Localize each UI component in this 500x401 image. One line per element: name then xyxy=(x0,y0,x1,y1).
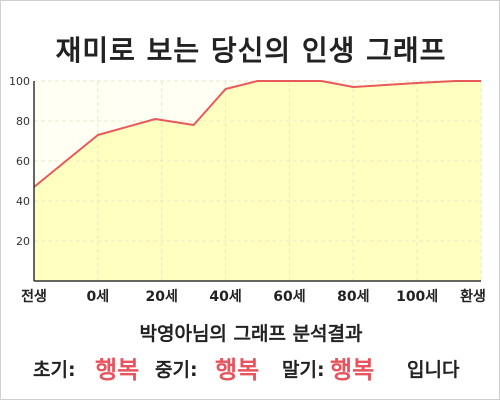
result-subtitle: 박영아님의 그래프 분석결과 xyxy=(139,323,363,345)
middle-value: 행복 xyxy=(215,356,260,384)
x-tick-label: 전생 xyxy=(21,288,47,305)
x-tick-label: 0세 xyxy=(87,289,110,305)
early-label: 초기: xyxy=(33,359,76,381)
y-tick-label: 40 xyxy=(16,195,30,208)
middle-label: 중기: xyxy=(155,359,198,381)
chart-title: 재미로 보는 당신의 인생 그래프 xyxy=(55,34,447,67)
x-tick-label: 80세 xyxy=(337,289,369,305)
series-line xyxy=(33,80,481,188)
x-tick-label: 60세 xyxy=(273,289,305,305)
result-suffix: 입니다 xyxy=(407,359,460,381)
x-tick-label: 40세 xyxy=(209,289,241,305)
late-value: 행복 xyxy=(330,356,375,384)
y-tick-label: 80 xyxy=(16,115,30,128)
y-tick-label: 100 xyxy=(9,75,30,88)
result-summary: 초기: 행복 중기: 행복 말기: 행복 입니다 xyxy=(1,346,500,384)
x-tick-label: 20세 xyxy=(146,289,178,305)
y-tick-label: 20 xyxy=(16,235,30,248)
early-value: 행복 xyxy=(95,356,140,384)
x-tick-label: 100세 xyxy=(396,289,438,305)
late-label: 말기: xyxy=(282,359,325,381)
area-fill xyxy=(34,81,481,281)
x-tick-label: 환생 xyxy=(460,288,486,305)
y-tick-label: 60 xyxy=(16,155,30,168)
